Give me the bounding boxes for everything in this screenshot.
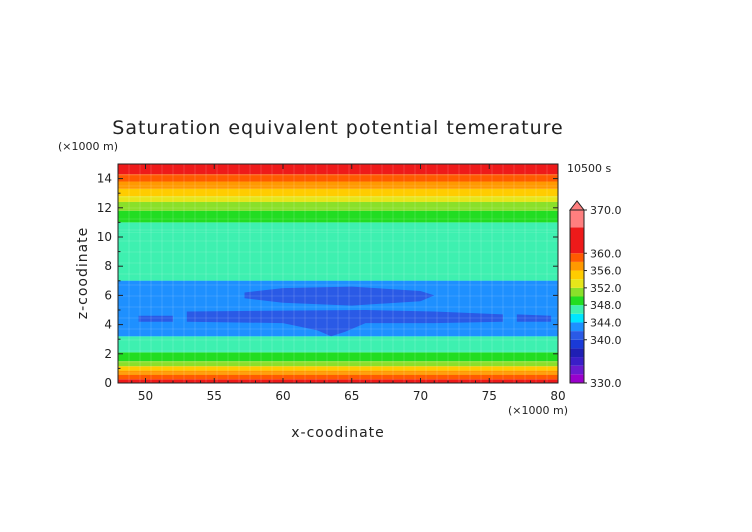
x-tick-label: 75 xyxy=(482,389,497,403)
colorbar-label: 340.0 xyxy=(590,334,622,347)
contour-layer-3 xyxy=(118,366,558,371)
contour-layer-14 xyxy=(118,181,558,189)
colorbar-band-8 xyxy=(570,305,584,314)
colorbar-label: 370.0 xyxy=(590,204,622,217)
colorbar-band-2 xyxy=(570,357,584,366)
chart-title: Saturation equivalent potential temeratu… xyxy=(112,117,563,139)
contour-layer-13 xyxy=(118,188,558,197)
colorbar-band-4 xyxy=(570,339,584,349)
x-tick-label: 50 xyxy=(138,389,153,403)
contour-layer-2 xyxy=(118,370,558,375)
colorbar-label: 352.0 xyxy=(590,282,622,295)
contour-layer-10 xyxy=(118,210,558,223)
colorbar-band-0 xyxy=(570,374,584,383)
colorbar-band-10 xyxy=(570,287,584,297)
time-label: 10500 s xyxy=(567,162,611,175)
colorbar-band-12 xyxy=(570,270,584,280)
contour-layer-11 xyxy=(118,201,558,211)
contour-layer-6 xyxy=(118,336,558,353)
colorbar-label: 360.0 xyxy=(590,247,622,260)
contour-region-4 xyxy=(516,314,552,322)
y-tick-label: 6 xyxy=(104,288,112,302)
colorbar-band-15 xyxy=(570,227,584,254)
colorbar-band-1 xyxy=(570,365,584,375)
contour-layer-16 xyxy=(118,164,558,175)
x-tick-label: 80 xyxy=(550,389,565,403)
y-tick-label: 8 xyxy=(104,259,112,273)
colorbar xyxy=(568,200,586,384)
contour-layer-15 xyxy=(118,174,558,182)
y-axis-ticks: 0 2 4 6 8 10 12 14 xyxy=(97,163,558,390)
colorbar-band-5 xyxy=(570,331,584,340)
colorbar-extend-arrow xyxy=(568,200,586,211)
colorbar-band-7 xyxy=(570,313,584,323)
colorbar-band-16 xyxy=(570,210,584,228)
x-tick-label: 65 xyxy=(344,389,359,403)
colorbar-labels: 370.0 360.0 356.0 352.0 348.0 344.0 340.0 330.0 xyxy=(584,204,622,390)
contour-region-2 xyxy=(138,315,173,322)
x-unit-label: (×1000 m) xyxy=(508,404,568,417)
grid-lines xyxy=(118,164,558,383)
colorbar-band-13 xyxy=(570,261,584,271)
plot-area xyxy=(118,164,558,383)
colorbar-band-9 xyxy=(570,296,584,306)
colorbar-band-14 xyxy=(570,253,584,262)
contour-layer-9 xyxy=(118,222,558,233)
y-tick-label: 0 xyxy=(104,376,112,390)
y-tick-label: 2 xyxy=(104,347,112,361)
colorbar-band-11 xyxy=(570,279,584,288)
contour-layer-12 xyxy=(118,196,558,202)
x-tick-label: 70 xyxy=(413,389,428,403)
x-tick-label: 60 xyxy=(275,389,290,403)
colorbar-label: 356.0 xyxy=(590,265,622,278)
y-tick-label: 14 xyxy=(97,172,112,186)
y-tick-label: 12 xyxy=(97,201,112,215)
contour-region-3 xyxy=(186,310,504,337)
contour-layer-8 xyxy=(118,232,558,281)
colorbar-border xyxy=(569,209,585,384)
y-unit-label: (×1000 m) xyxy=(58,140,118,153)
colorbar-label: 344.0 xyxy=(590,316,622,329)
x-axis-ticks: 50 55 60 65 70 75 80 xyxy=(131,164,566,403)
x-axis-title: x-coodinate xyxy=(291,425,385,441)
colorbar-band-6 xyxy=(570,322,584,332)
colorbar-label: 330.0 xyxy=(590,377,622,390)
colorbar-band-3 xyxy=(570,348,584,358)
contour-layer-5 xyxy=(118,352,558,362)
y-tick-label: 10 xyxy=(97,230,112,244)
contour-region-1 xyxy=(244,286,435,306)
y-axis-title: z-coodinate xyxy=(75,227,91,320)
y-tick-label: 4 xyxy=(104,318,112,332)
x-tick-label: 55 xyxy=(207,389,222,403)
contour-layer-1 xyxy=(118,374,558,380)
contour-layer-4 xyxy=(118,361,558,367)
colorbar-label: 348.0 xyxy=(590,299,622,312)
